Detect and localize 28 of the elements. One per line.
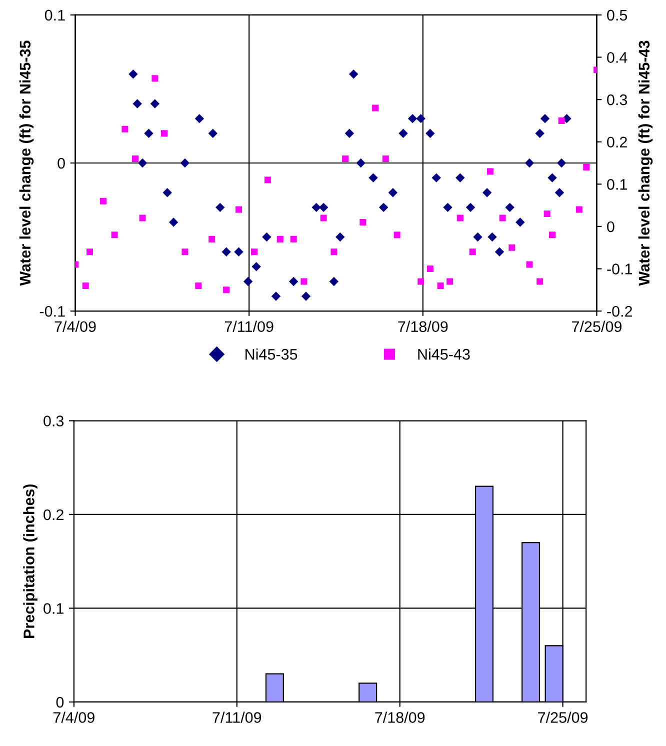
x-tick-label: 7/18/09 [398, 320, 448, 332]
y-axis-title: Precipitation (inches) [23, 484, 38, 638]
y2-tick-label: 0.3 [607, 94, 628, 106]
y-tick-label: 0.1 [44, 10, 65, 21]
y2-tick-label: 0 [607, 221, 614, 232]
x-tick-label: 7/25/09 [538, 712, 588, 723]
y2-tick-label: -0.1 [607, 264, 632, 274]
y2-axis-title: Water level change (ft) for Ni45-43 [638, 40, 653, 286]
y-tick-label: 0 [56, 696, 64, 708]
y-tick-label: -0.1 [40, 306, 65, 317]
y2-tick-label: 0.5 [607, 10, 628, 21]
x-tick-label: 7/4/09 [54, 320, 96, 332]
x-tick-label: 7/18/09 [375, 712, 425, 723]
y-tick-label: 0 [58, 158, 65, 169]
legend-label: Ni45-43 [418, 348, 470, 360]
y2-tick-label: 0.4 [607, 52, 628, 63]
legend-label: Ni45-35 [246, 348, 298, 360]
x-tick-label: 7/11/09 [224, 320, 274, 332]
y2-tick-label: 0.1 [607, 179, 627, 190]
y-tick-label: 0.3 [44, 416, 64, 426]
y2-tick-label: -0.2 [607, 306, 632, 317]
y-tick-label: 0.1 [44, 603, 64, 614]
y-axis-title: Water level change (ft) for Ni45-35 [19, 40, 34, 286]
x-tick-label: 7/11/09 [212, 712, 262, 723]
x-tick-label: 7/4/09 [53, 712, 94, 723]
y2-tick-label: 0.2 [607, 136, 627, 148]
x-tick-label: 7/25/09 [572, 320, 622, 332]
y-tick-label: 0.2 [44, 509, 64, 520]
